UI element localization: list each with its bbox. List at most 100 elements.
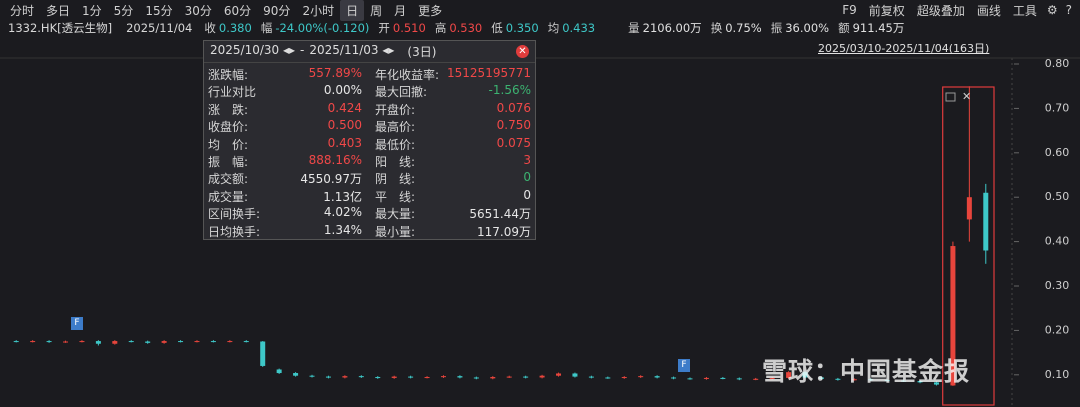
tool-button[interactable]: 前复权 [868,3,905,18]
period-button[interactable]: 多日 [46,3,71,18]
stat-label: 最小量: [375,224,416,239]
candle-body [605,377,611,379]
tool-button[interactable]: F9 [842,3,857,17]
stat-label: 区间换手: [208,207,261,222]
candle-body [901,380,907,382]
candle-body [243,341,249,343]
period-button[interactable]: 5分 [113,3,134,18]
candle-body [408,376,414,378]
stat-label: 收盘价: [208,120,249,135]
period-button[interactable]: 90分 [263,3,291,18]
candle-body [178,341,184,343]
candle-body [572,373,578,377]
end-date[interactable]: 2025/11/03 ◂▸ [309,43,395,57]
stat-value: 5651.44万 [469,207,531,222]
candle-body [161,341,167,343]
range-label[interactable]: 2025/03/10-2025/11/04(163日) [818,42,990,55]
y-tick-label: 0.60 [1045,146,1070,159]
stat-label: 日均换手: [208,224,261,239]
candle-body [112,341,118,344]
candle-body [802,372,808,378]
candle-body [506,376,512,378]
dash: - [300,43,305,57]
period-button[interactable]: 2小时 [302,3,335,18]
field-value: -24.00%(-0.120) [275,21,370,35]
popup-header: 2025/10/30 ◂▸ - 2025/11/03 ◂▸ (3日) [210,43,436,60]
candle-body [523,376,529,378]
settings-icon[interactable]: ⚙ [1046,3,1058,17]
period-button[interactable]: 60分 [223,3,252,18]
tool-button[interactable]: 工具 [1012,3,1037,18]
period-button[interactable]: 日 [340,0,365,21]
stat-value: 0.750 [496,118,531,133]
event-flag[interactable]: F [678,359,690,372]
y-tick-label: 0.50 [1045,190,1070,203]
period-button[interactable]: 分时 [10,3,35,18]
panel-close-icon[interactable]: ✕ [962,90,971,103]
event-flag[interactable]: F [71,317,83,330]
stat-value: 1.13亿 [323,189,362,204]
close-button[interactable]: ✕ [516,45,529,58]
stat-value: 0.00% [323,83,362,98]
period-button[interactable]: 更多 [418,3,443,18]
candle-body [769,377,775,379]
period-button[interactable]: 15分 [145,3,173,18]
candle-body [128,341,134,343]
day-count: (3日) [407,45,437,59]
field-value: 36.00% [785,21,830,35]
candle-body [736,378,742,380]
stat-value: 0.076 [496,100,531,115]
stat-label: 成交额: [208,172,249,187]
field-label: 高 [434,21,447,35]
candle-body [13,341,19,343]
candle-body [457,376,463,378]
period-button[interactable]: 周 [370,3,383,18]
candle-body [654,376,660,378]
stat-value: 0 [523,170,531,185]
candle-body [950,246,956,386]
period-button[interactable]: 月 [394,3,407,18]
stat-label: 均 价: [208,137,249,152]
field-value: 0.433 [562,21,596,35]
watermark: 雪球：中国基金报 [762,357,971,386]
candle-body [440,376,446,378]
candle-body [638,376,644,378]
candle-body [30,341,36,343]
help-icon[interactable]: ? [1065,3,1072,17]
candle-body [720,377,726,379]
symbol: 1332.HK[透云生物] [8,21,113,35]
candle-body [868,379,874,381]
start-date[interactable]: 2025/10/30 ◂▸ [210,43,296,57]
stat-label: 阴 线: [375,172,416,187]
period-button[interactable]: 30分 [184,3,212,18]
tool-button[interactable]: 超级叠加 [916,3,965,18]
stat-label: 涨跌幅: [208,68,249,82]
candle-body [490,377,496,379]
quote-bar: 1332.HK[透云生物] 2025/11/04 收 0.380 幅 -24.00%(-0… [8,20,913,36]
candle-body [325,376,331,378]
y-tick-label: 0.40 [1045,235,1070,248]
y-tick-label: 0.30 [1045,279,1070,292]
candle-body [194,341,200,343]
candle-body [342,376,348,378]
candle-body [293,373,299,376]
field-label: 振 [770,21,783,35]
stat-label: 涨 跌: [208,102,249,117]
candle-body [79,341,85,343]
field-label: 幅 [260,21,273,35]
field-value: 0.530 [449,21,483,35]
selection-box [942,86,995,406]
period-button[interactable]: 1分 [82,3,102,18]
candle-body [556,373,562,376]
candle-body [753,378,759,380]
candle-body [917,381,923,383]
stat-value: 0.500 [327,118,362,133]
candle-body [46,341,52,343]
stat-value: 0.075 [496,135,531,150]
panel-restore-icon[interactable] [945,92,956,102]
candle-body [63,341,69,343]
field-label: 收 [204,21,216,35]
tool-button[interactable]: 画线 [976,3,1001,18]
field-label: 均 [547,21,560,35]
